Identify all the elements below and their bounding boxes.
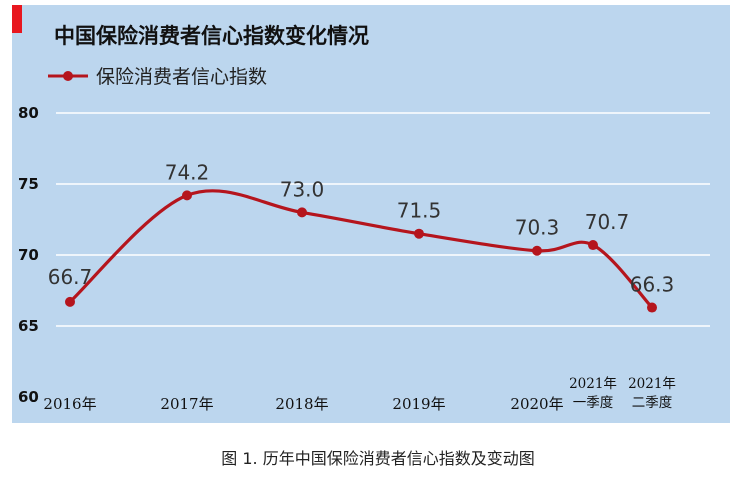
data-labels: 66.7 74.2 73.0 71.5 70.3 70.7 66.3 [48,160,675,296]
data-label: 70.3 [515,216,560,240]
gridlines [56,112,710,327]
data-point [65,296,75,307]
x-tick-label: 2019年 [392,395,445,413]
x-tick-label: 一季度 [573,395,614,411]
legend: 保险消费者信心指数 [48,66,267,88]
x-tick-label: 2018年 [275,395,328,413]
data-point [414,228,424,239]
red-accent-tab [12,5,22,33]
y-tick-label: 80 [18,104,39,122]
x-tick-label: 2021年 [569,376,617,392]
x-tick-label: 二季度 [632,395,673,411]
x-tick-label: 2020年 [510,395,563,413]
data-label: 71.5 [397,199,442,223]
data-point [182,190,192,201]
data-label: 74.2 [165,160,210,184]
data-label: 66.7 [48,265,93,289]
data-points [65,190,657,313]
chart-panel [12,5,730,423]
data-label: 70.7 [585,210,630,234]
data-point [532,245,542,256]
y-tick-label: 60 [18,388,39,406]
legend-label: 保险消费者信心指数 [96,66,267,88]
chart-title: 中国保险消费者信心指数变化情况 [54,24,369,48]
figure-caption: 图 1. 历年中国保险消费者信心指数及变动图 [221,449,535,468]
data-label: 66.3 [630,273,675,297]
data-label: 73.0 [280,177,325,201]
data-point [588,240,598,251]
y-tick-label: 65 [18,317,39,335]
data-point [297,207,307,218]
y-tick-label: 70 [18,246,39,264]
y-tick-label: 75 [18,175,39,193]
series-line [68,189,654,309]
y-axis-ticks: 80 75 70 65 60 [18,104,39,406]
x-axis-ticks: 2016年 2017年 2018年 2019年 2020年2021年一季度2021年二季… [43,376,676,413]
data-point [647,302,657,313]
legend-marker [63,71,73,81]
x-tick-label: 2017年 [160,395,213,413]
x-tick-label: 2021年 [628,376,676,392]
x-tick-label: 2016年 [43,395,96,413]
chart-svg: 中国保险消费者信心指数变化情况 保险消费者信心指数 80 75 70 65 60 201… [18,24,710,413]
